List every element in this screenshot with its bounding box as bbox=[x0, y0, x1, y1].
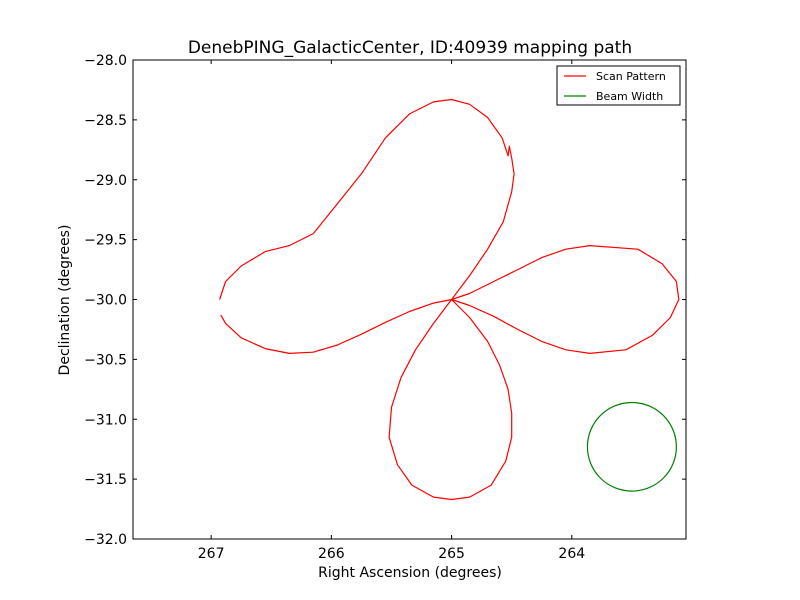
x-axis: 267 266 265 264 bbox=[198, 60, 585, 562]
y-axis-label: Declination (degrees) bbox=[57, 225, 73, 376]
series-layer bbox=[219, 98, 680, 501]
y-tick-label: −29.5 bbox=[84, 233, 127, 249]
legend: Scan Pattern Beam Width bbox=[556, 65, 681, 106]
y-tick-label: −30.0 bbox=[84, 293, 127, 309]
legend-box bbox=[556, 65, 681, 106]
x-tick-label: 265 bbox=[438, 546, 465, 562]
x-tick-label: 264 bbox=[558, 546, 585, 562]
y-tick-label: −29.0 bbox=[84, 173, 127, 189]
y-tick-label: −28.0 bbox=[84, 53, 127, 69]
legend-label-beam-width: Beam Width bbox=[596, 90, 663, 103]
y-tick-label: −31.0 bbox=[84, 412, 127, 428]
series-beam-width bbox=[586, 401, 677, 492]
legend-label-scan-pattern: Scan Pattern bbox=[596, 70, 666, 83]
x-tick-label: 266 bbox=[318, 546, 345, 562]
y-tick-label: −30.5 bbox=[84, 352, 127, 368]
x-axis-label: Right Ascension (degrees) bbox=[318, 565, 502, 581]
chart-title: DenebPING_GalacticCenter, ID:40939 mappi… bbox=[188, 38, 632, 58]
y-tick-label: −32.0 bbox=[84, 532, 127, 548]
y-tick-label: −28.5 bbox=[84, 113, 127, 129]
series-scan-pattern bbox=[219, 98, 680, 501]
plot-background bbox=[133, 60, 686, 539]
y-tick-label: −31.5 bbox=[84, 472, 127, 488]
plot-area: 267 266 265 264 −28.0 −28.5 −29.0 −29.5 −30.0 −3… bbox=[84, 53, 687, 562]
y-axis: −28.0 −28.5 −29.0 −29.5 −30.0 −30.5 −31.0 −31.5… bbox=[84, 53, 686, 548]
x-tick-label: 267 bbox=[198, 546, 225, 562]
